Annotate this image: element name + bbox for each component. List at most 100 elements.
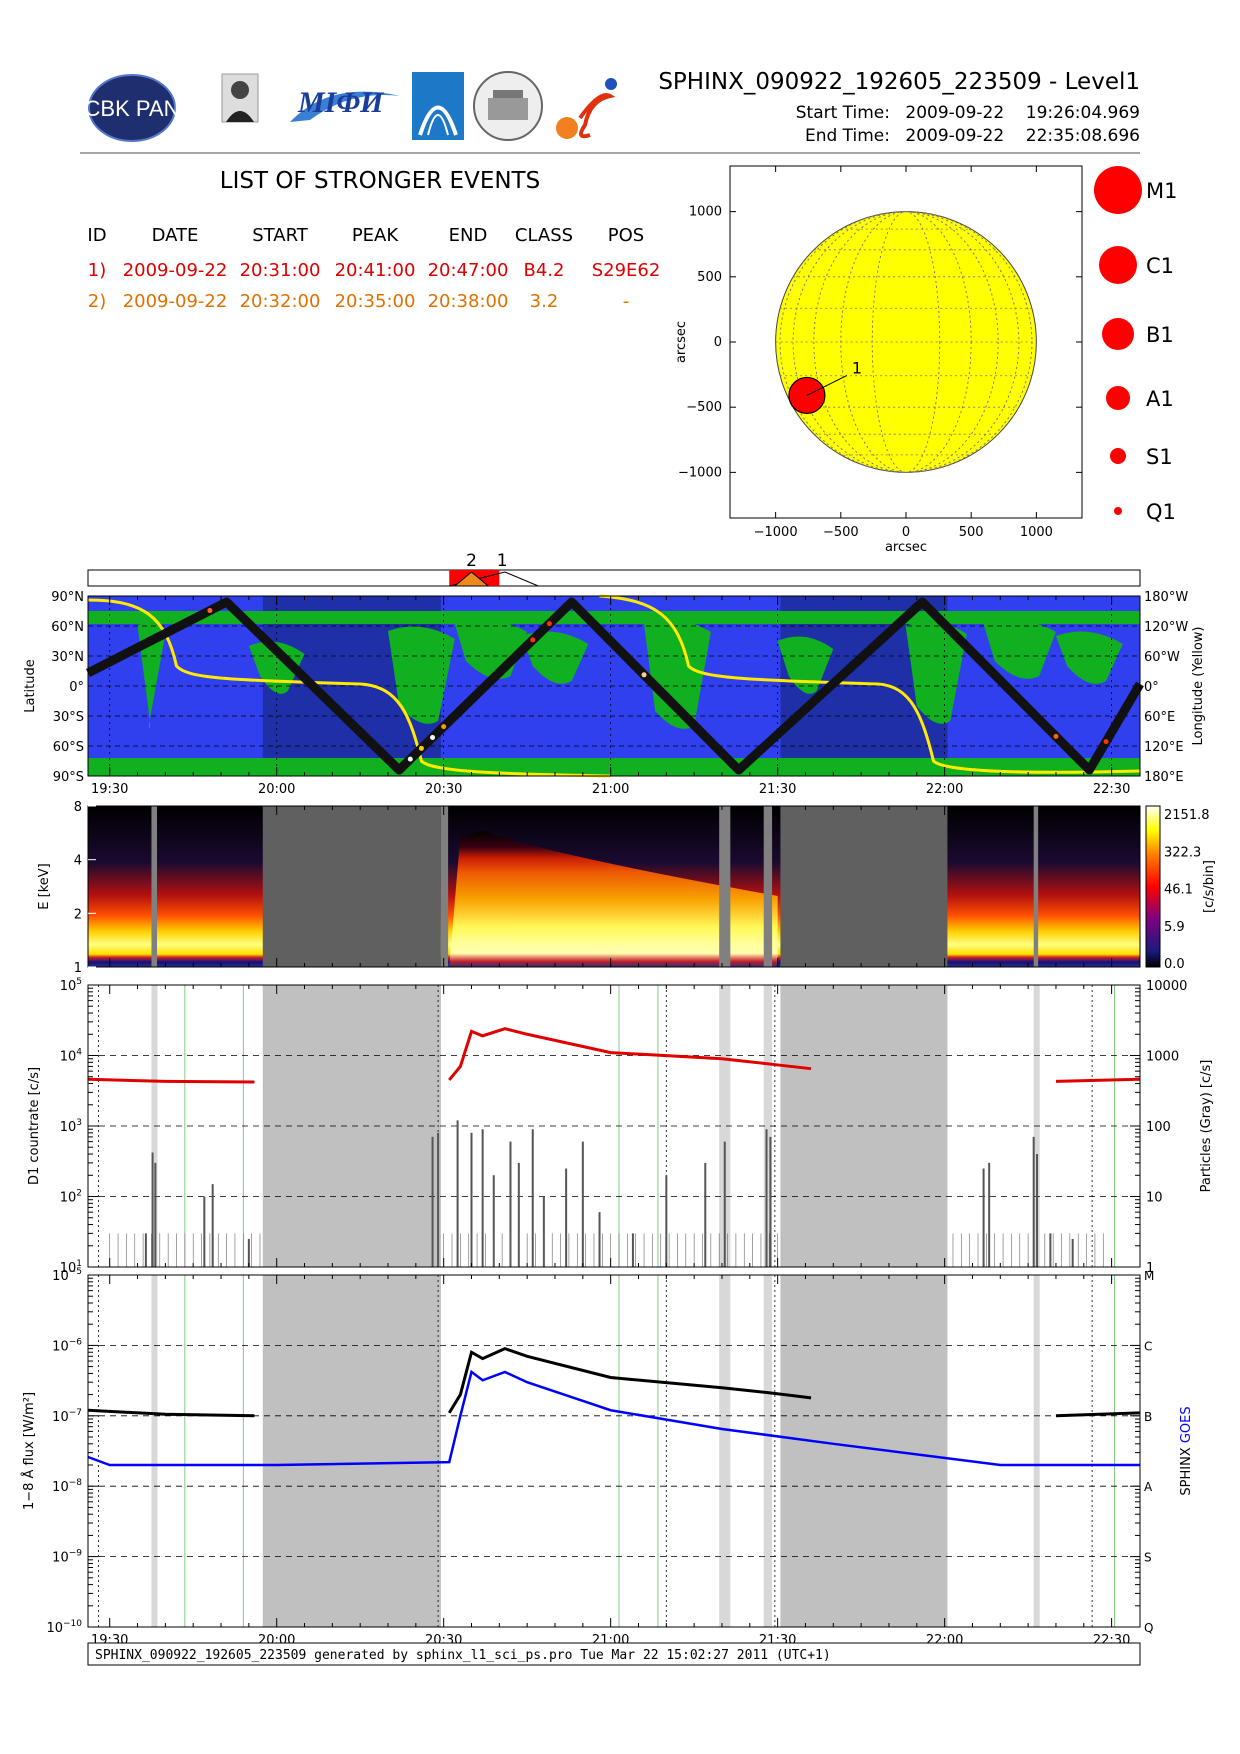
data-gap-thin — [763, 1275, 773, 1627]
building-seal-logo — [473, 71, 543, 141]
size-legend-label: Q1 — [1146, 500, 1176, 524]
sun-disk-panel: −1000 −500 0 500 1000 −1000 −500 0 500 1000 arcsec… — [674, 165, 1083, 555]
track-dot — [430, 734, 436, 740]
data-gap-thin — [1033, 1275, 1040, 1627]
time-tick-label: 21:00 — [592, 782, 629, 797]
particle-tick-label: 10000 — [1146, 979, 1187, 994]
table-cell: - — [623, 291, 630, 312]
energy-axis-label: E [keV] — [37, 863, 52, 909]
size-legend-dot — [1114, 507, 1122, 515]
time-tick-label: 22:30 — [1093, 782, 1130, 797]
spectrogram-frame — [87, 805, 1141, 968]
column-header: END — [449, 225, 488, 246]
flux-tick-label: 10−9 — [52, 1549, 82, 1566]
energy-tick-label: 8 — [74, 800, 82, 815]
event-2-label: 2 — [466, 551, 477, 571]
latitude-tick-label: 60°N — [51, 620, 84, 635]
flare-marker-label: 1 — [852, 358, 862, 377]
latitude-tick-label: 0° — [69, 680, 84, 695]
column-header: POS — [608, 225, 644, 246]
data-gap — [780, 1275, 948, 1627]
countrate-tick-label: 104 — [60, 1048, 83, 1065]
colorbar-axis-label: [c/s/bin] — [1202, 860, 1217, 913]
spectrum-flare — [449, 831, 778, 967]
orbit-panel: 19:30 20:00 20:30 21:00 21:30 22:00 22:30 90°N 6… — [23, 590, 1206, 797]
y-tick-label: 500 — [697, 270, 722, 285]
longitude-tick-label: 120°W — [1144, 620, 1188, 635]
y-tick-label: 1000 — [689, 205, 722, 220]
latitude-tick-label: 30°S — [53, 710, 84, 725]
flux-axis-label: 1−8 Å flux [W/m²] — [21, 1392, 37, 1510]
arc-logo — [412, 72, 464, 140]
table-cell: 2009-09-22 — [123, 291, 228, 312]
table-cell: 2009-09-22 — [123, 260, 228, 281]
energy-tick-label: 2 — [74, 907, 82, 922]
y-tick-label: 0 — [714, 335, 722, 350]
column-header: CLASS — [515, 225, 573, 246]
flux-tick-label: 10−10 — [46, 1619, 82, 1636]
event-1-label: 1 — [497, 551, 508, 571]
footer-box — [87, 1642, 1141, 1666]
goes-class-label: B — [1144, 1410, 1152, 1424]
track-dot — [407, 756, 413, 762]
end-time-label: End Time: — [805, 126, 890, 146]
continent — [388, 626, 455, 724]
land-band-south — [88, 758, 1140, 776]
x-axis-label: arcsec — [885, 540, 927, 555]
spectrum-thin-gap — [763, 806, 773, 967]
goes-class-label: Q — [1144, 1621, 1153, 1635]
size-legend-dot — [1106, 386, 1130, 410]
size-legend-dot — [1110, 448, 1126, 464]
flux-background — [88, 1275, 1140, 1627]
x-tick-label: −500 — [823, 525, 859, 540]
table-cell: 20:31:00 — [240, 260, 321, 281]
countrate-tick-label: 102 — [60, 1189, 82, 1206]
track-dot — [530, 637, 536, 643]
y-axis-label: arcsec — [674, 321, 689, 363]
goes-class-label: C — [1144, 1339, 1152, 1353]
size-legend-dot — [1094, 166, 1142, 214]
table-cell: 20:38:00 — [428, 291, 509, 312]
particle-axis-label: Particles (Gray) [c/s] — [1199, 1060, 1214, 1193]
y-tick-label: −500 — [686, 400, 722, 415]
size-legend-label: S1 — [1146, 445, 1173, 469]
logo-row: CBK PAN MIΦИ — [85, 71, 617, 142]
track-dot — [418, 745, 424, 751]
end-time-value: 2009-09-22 22:35:08.696 — [905, 126, 1140, 146]
flux-right-axis-label: SPHINX GOES — [1179, 1406, 1194, 1495]
table-cell: 1) — [88, 260, 106, 281]
track-dot — [546, 621, 552, 627]
size-legend-dot — [1099, 246, 1137, 284]
countrate-panel-frame — [87, 984, 1141, 1268]
countrate-panel: 105 10000 104 1000 103 100 102 10 101 1 D1 countra… — [27, 977, 1214, 1276]
y-tick-label: −1000 — [678, 465, 722, 480]
land-band-north — [88, 611, 1140, 624]
colorbar-tick-label: 322.3 — [1164, 845, 1201, 860]
data-gap-thin — [719, 985, 731, 1267]
event-2-profile — [453, 571, 490, 587]
table-cell: 2) — [88, 291, 106, 312]
mifi-logo: MIΦИ — [290, 86, 400, 122]
spectrum-thin-gap — [151, 806, 158, 967]
orbit-panel-frame — [87, 595, 1141, 777]
longitude-tick-label: 60°W — [1144, 650, 1180, 665]
events-table: ID DATE START PEAK END CLASS POS 1) 2009-09-22 20… — [87, 225, 660, 312]
particle-tick-label: 100 — [1146, 1120, 1171, 1135]
spectrum-thin-gap — [719, 806, 731, 967]
longitude-tick-label: 180°E — [1144, 770, 1184, 785]
goes-class-label: S — [1144, 1551, 1152, 1565]
start-time-label: Start Time: — [796, 103, 890, 123]
longitude-track-2 — [599, 594, 1141, 774]
spectrum-gap — [780, 806, 948, 967]
size-legend-label: C1 — [1146, 254, 1174, 278]
track-dot — [1053, 733, 1059, 739]
continent — [1055, 631, 1123, 684]
spectrum-thin-gap — [440, 806, 449, 967]
time-tick-label: 19:30 — [91, 782, 128, 797]
track-dot — [1103, 739, 1109, 745]
track-dot — [641, 672, 647, 678]
spectrogram-panel: 1 2 4 8 E [keV] 2151.8 322.3 46.1 5.9 0.0 [c/s/bin… — [37, 800, 1217, 976]
